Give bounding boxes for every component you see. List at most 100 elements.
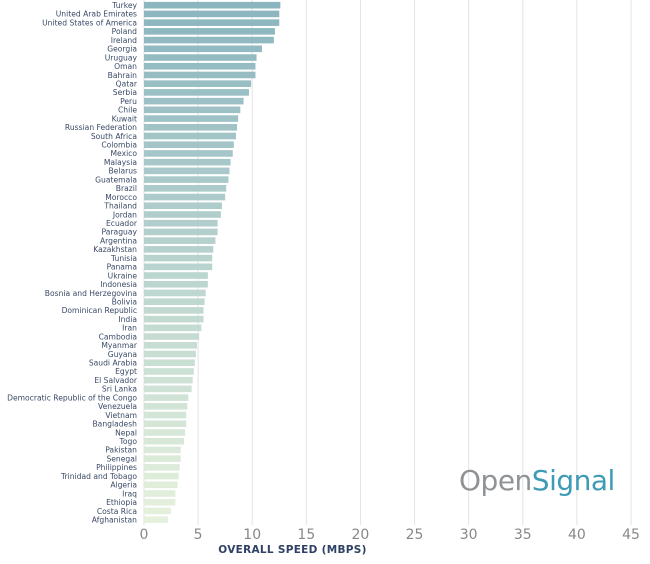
category-label: Ukraine (108, 271, 138, 280)
bar (144, 80, 252, 87)
category-label: Kuwait (112, 114, 137, 123)
bar (144, 176, 229, 183)
category-label: Russian Federation (65, 123, 137, 132)
category-label: Iraq (122, 489, 137, 498)
category-label: Nepal (115, 428, 137, 437)
category-label: Turkey (111, 1, 137, 10)
category-label: United Arab Emirates (56, 10, 137, 19)
bar (144, 1, 281, 9)
category-label: Saudi Arabia (89, 359, 137, 368)
bar (144, 324, 202, 332)
bar (144, 490, 176, 497)
category-label: Paraguay (102, 228, 138, 237)
category-label: Mexico (110, 149, 137, 158)
bar (144, 219, 218, 227)
bar (144, 132, 236, 140)
bar (144, 498, 176, 506)
category-label: Venezuela (98, 402, 137, 411)
bar (144, 237, 216, 244)
category-label: Guatemala (95, 175, 137, 184)
category-label: Chile (118, 106, 137, 115)
category-label: Colombia (101, 141, 137, 150)
x-axis-title: OVERALL SPEED (MBPS) (218, 544, 366, 556)
category-label: Ethiopia (106, 498, 137, 507)
category-label: Senegal (106, 454, 137, 463)
logo-text-open: Open (459, 464, 532, 497)
bar (144, 437, 185, 445)
category-label: South Africa (91, 132, 137, 141)
category-label: Uruguay (105, 53, 138, 62)
x-tick-label: 45 (622, 527, 640, 543)
category-label: Argentina (100, 236, 137, 245)
category-label: Kazakhstan (93, 245, 137, 254)
category-label: United States of America (42, 18, 137, 27)
category-label: Vietnam (105, 411, 137, 420)
bar (144, 272, 208, 279)
category-label: El Salvador (94, 376, 138, 385)
category-label: Malaysia (104, 158, 137, 167)
category-label: Panama (107, 263, 137, 272)
category-label: Oman (114, 62, 137, 71)
bar (144, 411, 187, 419)
bar (144, 211, 221, 218)
bar (144, 10, 280, 18)
category-label: Morocco (105, 193, 137, 202)
bar (144, 307, 204, 314)
category-label: Peru (120, 97, 137, 106)
x-tick-label: 0 (140, 527, 149, 543)
bar (144, 54, 257, 61)
category-label: Trinidad and Tobago (60, 472, 137, 481)
category-label: Bahrain (108, 71, 138, 80)
category-label: Qatar (116, 79, 138, 88)
bar (144, 289, 206, 297)
category-label: Algeria (110, 481, 137, 490)
bar (144, 71, 256, 79)
bar (144, 507, 172, 515)
category-label: Serbia (113, 88, 137, 97)
x-tick-label: 30 (460, 527, 478, 543)
category-label: Bangladesh (92, 420, 137, 429)
bar (144, 141, 234, 149)
category-label: Costa Rica (97, 507, 137, 516)
category-label: Togo (119, 437, 138, 446)
bar (144, 123, 238, 131)
bar (144, 246, 214, 253)
category-label: Egypt (115, 367, 137, 376)
bar (144, 97, 244, 105)
bar (144, 481, 178, 489)
bar (144, 106, 241, 114)
category-label: Pakistan (105, 446, 137, 455)
category-label: Belarus (108, 167, 137, 176)
category-label: Iran (122, 324, 137, 333)
x-tick-label: 35 (514, 527, 532, 543)
category-label: Thailand (103, 202, 137, 211)
opensignal-logo: OpenSignal (459, 464, 615, 497)
x-tick-label: 5 (194, 527, 203, 543)
bar (144, 202, 222, 210)
bar (144, 455, 181, 462)
logo-text-signal: Signal (531, 464, 616, 497)
bar (144, 263, 213, 271)
bar (144, 158, 231, 166)
category-label: Dominican Republic (62, 306, 137, 315)
category-label: Jordan (112, 210, 137, 219)
bar (144, 298, 205, 305)
category-label: Georgia (107, 45, 137, 54)
category-label: Indonesia (100, 280, 137, 289)
bar (144, 341, 198, 349)
bar (144, 36, 274, 44)
bar (144, 62, 256, 70)
bar (144, 45, 262, 53)
category-label: Guyana (108, 350, 137, 359)
bar (144, 350, 196, 358)
category-label: Cambodia (99, 332, 137, 341)
bar (144, 359, 195, 367)
x-tick-label: 10 (243, 527, 261, 543)
category-label: Democratic Republic of the Congo (7, 393, 137, 402)
bar (144, 403, 188, 410)
bar (144, 167, 230, 175)
bar (144, 420, 187, 428)
bar (144, 446, 181, 454)
